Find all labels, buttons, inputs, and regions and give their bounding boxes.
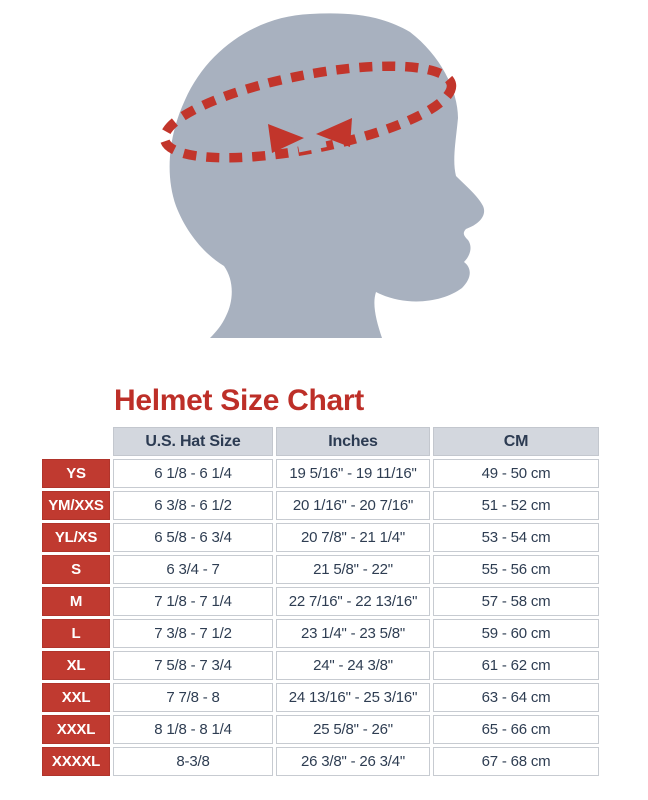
inches-value-cell: 24" - 24 3/8" bbox=[276, 651, 430, 680]
size-label-xxxl: XXXL bbox=[42, 715, 110, 744]
hat-value-cell: 8 1/8 - 8 1/4 bbox=[113, 715, 273, 744]
cm-value-cell: 57 - 58 cm bbox=[433, 587, 599, 616]
head-measurement-figure bbox=[0, 0, 648, 378]
cm-value-cell: 51 - 52 cm bbox=[433, 491, 599, 520]
cm-value-cell: 65 - 66 cm bbox=[433, 715, 599, 744]
table-row: XXL 7 7/8 - 8 24 13/16" - 25 3/16" 63 - 64 … bbox=[42, 683, 599, 712]
inches-value-cell: 26 3/8" - 26 3/4" bbox=[276, 747, 430, 776]
inches-value-cell: 22 7/16" - 22 13/16" bbox=[276, 587, 430, 616]
column-header-us-hat-size: U.S. Hat Size bbox=[113, 427, 273, 456]
hat-value-cell: 7 7/8 - 8 bbox=[113, 683, 273, 712]
head-silhouette-illustration bbox=[159, 13, 485, 339]
size-table-body: YS 6 1/8 - 6 1/4 19 5/16" - 19 11/16" 49 - … bbox=[42, 459, 599, 776]
size-label-xl: XL bbox=[42, 651, 110, 680]
table-row: YM/XXS 6 3/8 - 6 1/2 20 1/16" - 20 7/16" 51… bbox=[42, 491, 599, 520]
cm-value-cell: 59 - 60 cm bbox=[433, 619, 599, 648]
inches-value-cell: 25 5/8" - 26" bbox=[276, 715, 430, 744]
cm-value-cell: 53 - 54 cm bbox=[433, 523, 599, 552]
cm-value-cell: 49 - 50 cm bbox=[433, 459, 599, 488]
column-header-inches: Inches bbox=[276, 427, 430, 456]
measuring-tape-icon bbox=[159, 61, 457, 163]
inches-value-cell: 21 5/8" - 22" bbox=[276, 555, 430, 584]
header-spacer-cell bbox=[42, 427, 110, 456]
inches-value-cell: 20 1/16" - 20 7/16" bbox=[276, 491, 430, 520]
inches-value-cell: 23 1/4" - 23 5/8" bbox=[276, 619, 430, 648]
size-table: U.S. Hat Size Inches CM YS 6 1/8 - 6 1/4 1… bbox=[39, 424, 602, 779]
cm-value-cell: 67 - 68 cm bbox=[433, 747, 599, 776]
table-row: XL 7 5/8 - 7 3/4 24" - 24 3/8" 61 - 62 cm bbox=[42, 651, 599, 680]
hat-value-cell: 6 1/8 - 6 1/4 bbox=[113, 459, 273, 488]
column-header-cm: CM bbox=[433, 427, 599, 456]
size-label-ym-xxs: YM/XXS bbox=[42, 491, 110, 520]
hat-value-cell: 6 5/8 - 6 3/4 bbox=[113, 523, 273, 552]
size-label-m: M bbox=[42, 587, 110, 616]
table-row: XXXXL 8-3/8 26 3/8" - 26 3/4" 67 - 68 cm bbox=[42, 747, 599, 776]
inches-value-cell: 24 13/16" - 25 3/16" bbox=[276, 683, 430, 712]
size-label-s: S bbox=[42, 555, 110, 584]
size-label-l: L bbox=[42, 619, 110, 648]
head-silhouette bbox=[169, 13, 485, 339]
hat-value-cell: 7 3/8 - 7 1/2 bbox=[113, 619, 273, 648]
hat-value-cell: 6 3/4 - 7 bbox=[113, 555, 273, 584]
inches-value-cell: 19 5/16" - 19 11/16" bbox=[276, 459, 430, 488]
hat-value-cell: 7 5/8 - 7 3/4 bbox=[113, 651, 273, 680]
page-title: Helmet Size Chart bbox=[114, 384, 364, 417]
hat-value-cell: 6 3/8 - 6 1/2 bbox=[113, 491, 273, 520]
cm-value-cell: 63 - 64 cm bbox=[433, 683, 599, 712]
cm-value-cell: 55 - 56 cm bbox=[433, 555, 599, 584]
table-header-row: U.S. Hat Size Inches CM bbox=[42, 427, 599, 456]
size-label-ys: YS bbox=[42, 459, 110, 488]
size-label-xxl: XXL bbox=[42, 683, 110, 712]
size-label-yl-xs: YL/XS bbox=[42, 523, 110, 552]
tape-arrow-right-icon bbox=[268, 124, 304, 153]
inches-value-cell: 20 7/8" - 21 1/4" bbox=[276, 523, 430, 552]
table-row: YS 6 1/8 - 6 1/4 19 5/16" - 19 11/16" 49 - … bbox=[42, 459, 599, 488]
table-row: XXXL 8 1/8 - 8 1/4 25 5/8" - 26" 65 - 66 cm bbox=[42, 715, 599, 744]
table-row: YL/XS 6 5/8 - 6 3/4 20 7/8" - 21 1/4" 53 - … bbox=[42, 523, 599, 552]
size-label-xxxxl: XXXXL bbox=[42, 747, 110, 776]
tape-arrow-left-icon bbox=[316, 118, 352, 147]
hat-value-cell: 8-3/8 bbox=[113, 747, 273, 776]
cm-value-cell: 61 - 62 cm bbox=[433, 651, 599, 680]
hat-value-cell: 7 1/8 - 7 1/4 bbox=[113, 587, 273, 616]
